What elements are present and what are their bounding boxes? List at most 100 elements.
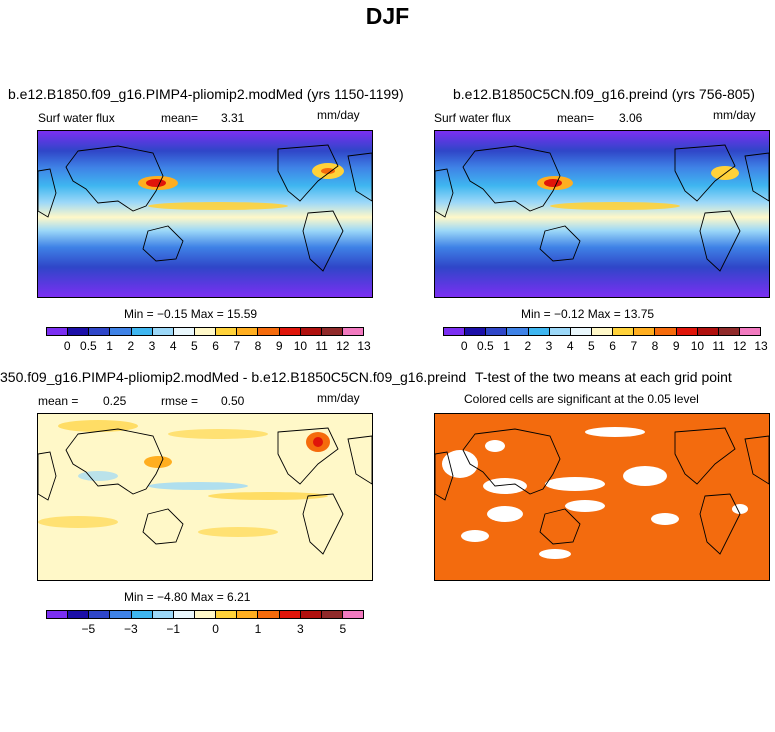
colorbar-label: 8 [651,339,659,353]
colorbar-label: 1 [106,339,113,353]
colorbar-swatch [68,328,90,335]
colorbar-label: 3 [545,339,553,353]
colorbar-swatch [258,328,280,335]
colorbar-swatch [444,328,466,335]
panel1-minmax: Min = −0.15 Max = 15.59 [124,307,258,321]
panel2-variable: Surf water flux [434,111,511,125]
panel2-colorbar [443,327,761,336]
panel1-colorbar-labels: 0 0.5 1 2 3 4 5 6 7 8 9 10 11 12 13 [46,339,371,353]
panel2-units: mm/day [713,108,756,122]
colorbar-swatch [342,328,364,335]
colorbar-label: 1 [503,339,510,353]
colorbar-swatch [465,328,487,335]
panel3-rmse-label: rmse = [161,394,199,408]
colorbar-label: 12 [733,339,747,353]
colorbar-swatch [739,328,761,335]
panel3-map [37,413,373,581]
panel2-mean-label: mean= [557,111,595,125]
colorbar-swatch [237,328,259,335]
colorbar-swatch [131,611,153,618]
colorbar-label: 4 [566,339,574,353]
colorbar-label: 13 [357,339,371,353]
figure-title: DJF [365,3,410,29]
colorbar-label: 4 [169,339,177,353]
colorbar-swatch [486,328,508,335]
colorbar-swatch [655,328,677,335]
colorbar-label: 0 [460,339,468,353]
panel2-colorbar-labels: 0 0.5 1 2 3 4 5 6 7 8 9 10 11 12 13 [443,339,768,353]
colorbar-label: 1 [254,622,262,636]
colorbar-label: 0 [212,622,219,636]
colorbar-swatch [216,328,238,335]
colorbar-swatch [528,328,550,335]
panel2-map [434,130,770,298]
panel3-rmse-value: 0.50 [221,394,245,408]
colorbar-swatch [194,328,217,335]
colorbar-swatch [47,611,69,618]
colorbar-swatch [152,328,174,335]
colorbar-label: 0.5 [477,339,494,353]
panel1-units: mm/day [317,108,360,122]
colorbar-swatch [321,328,343,335]
panel4-title: T-test of the two means at each grid poi… [475,369,732,385]
colorbar-swatch [279,611,301,618]
colorbar-swatch [152,611,174,618]
colorbar-swatch [591,328,614,335]
colorbar-label: 3 [297,622,304,636]
colorbar-swatch [89,328,111,335]
panel3-colorbar [46,610,364,619]
colorbar-swatch [173,328,195,335]
panel1-map [37,130,373,298]
colorbar-label: 6 [609,339,616,353]
colorbar-label: 5 [339,622,347,636]
colorbar-label: −5 [81,622,96,636]
colorbar-swatch [613,328,635,335]
panel3-mean-label: mean = [38,394,79,408]
colorbar-swatch [300,611,322,618]
colorbar-swatch [47,328,69,335]
colorbar-label: 10 [293,339,308,353]
colorbar-swatch [89,611,111,618]
colorbar-label: 0 [63,339,71,353]
colorbar-swatch [634,328,656,335]
colorbar-label: 5 [588,339,595,353]
colorbar-label: −1 [166,622,181,636]
colorbar-label: 0.5 [80,339,97,353]
panel3-mean-value: 0.25 [103,394,127,408]
colorbar-swatch [279,328,301,335]
panel3-title: 350.f09_g16.PIMP4-pliomip2.modMed - b.e1… [0,369,467,385]
panel4-subtitle: Colored cells are significant at the 0.0… [464,392,699,406]
colorbar-label: 9 [672,339,680,353]
panel2-title: b.e12.B1850C5CN.f09_g16.preind (yrs 756-… [453,86,755,102]
panel1-title: b.e12.B1850.f09_g16.PIMP4-pliomip2.modMe… [8,86,404,102]
colorbar-label: 9 [275,339,283,353]
panel4-map [434,413,770,581]
colorbar-swatch [321,611,343,618]
panel2-mean-value: 3.06 [619,111,643,125]
colorbar-label: 13 [754,339,768,353]
colorbar-label: 7 [630,339,638,353]
panel1-mean-value: 3.31 [221,111,245,125]
panel1-variable: Surf water flux [38,111,115,125]
colorbar-label: 2 [127,339,135,353]
colorbar-swatch [173,611,195,618]
panel1-mean-label: mean= [161,111,199,125]
colorbar-swatch [194,611,217,618]
colorbar-swatch [110,328,132,335]
colorbar-label: 7 [233,339,241,353]
colorbar-swatch [676,328,698,335]
colorbar-swatch [216,611,238,618]
colorbar-swatch [300,328,322,335]
panel2-minmax: Min = −0.12 Max = 13.75 [521,307,655,321]
colorbar-label: 6 [212,339,219,353]
colorbar-swatch [570,328,592,335]
panel3-units: mm/day [317,391,360,405]
colorbar-swatch [549,328,571,335]
colorbar-label: 2 [524,339,532,353]
colorbar-label: 3 [148,339,156,353]
colorbar-swatch [697,328,719,335]
colorbar-swatch [718,328,740,335]
colorbar-label: 12 [336,339,350,353]
colorbar-swatch [68,611,90,618]
colorbar-label: 5 [191,339,198,353]
